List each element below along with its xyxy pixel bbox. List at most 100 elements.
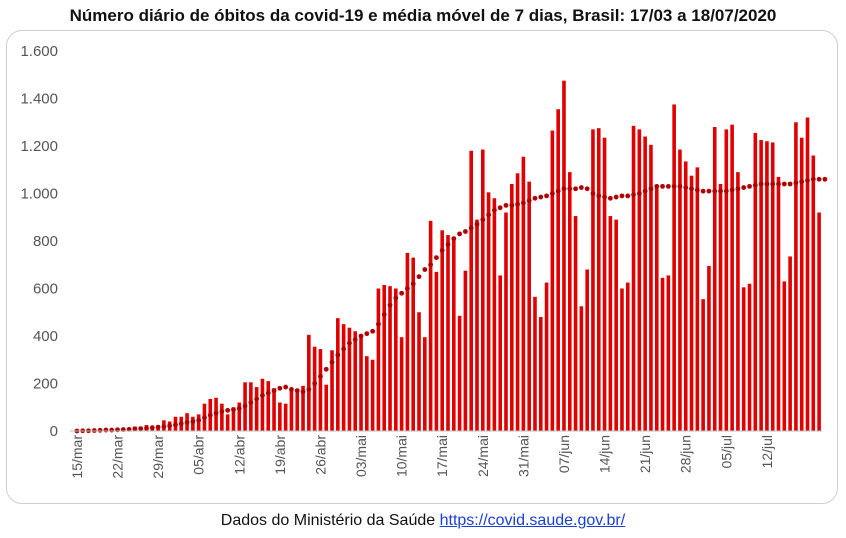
moving-average-point	[607, 195, 613, 201]
bar	[712, 127, 717, 431]
moving-average-point	[109, 427, 115, 433]
moving-average-point	[329, 359, 335, 365]
source-text: Dados do Ministério da Saúde	[220, 512, 436, 529]
bar	[504, 212, 508, 431]
moving-average-point	[683, 185, 689, 190]
moving-average-point	[410, 281, 416, 287]
moving-average-point	[167, 423, 173, 429]
bar	[649, 144, 653, 431]
moving-average-point	[567, 186, 573, 192]
bar	[365, 356, 369, 431]
moving-average-point	[822, 176, 828, 182]
bar	[376, 288, 381, 431]
bar	[602, 137, 607, 431]
bar	[237, 402, 242, 431]
bar	[411, 257, 416, 432]
moving-average-point	[584, 186, 590, 192]
x-tick-label: 21/jun	[637, 435, 653, 473]
moving-average-point	[758, 181, 764, 187]
bar	[544, 282, 549, 431]
moving-average-point	[271, 388, 277, 394]
y-axis: 0 200 400 600 800 1.000 1.200 1.400 1.600	[20, 43, 58, 440]
moving-average-point	[300, 389, 306, 395]
bar	[573, 216, 578, 431]
y-tick-label: 600	[33, 281, 58, 298]
moving-average-point	[306, 387, 312, 392]
moving-average-point	[752, 182, 758, 188]
moving-average-point	[254, 396, 260, 402]
bar	[666, 275, 671, 431]
bar	[765, 141, 769, 431]
moving-average-point	[596, 193, 602, 199]
bar	[538, 317, 543, 431]
moving-average-point	[260, 392, 265, 398]
moving-average-point	[132, 426, 138, 432]
bar	[341, 324, 346, 432]
moving-average-point	[816, 176, 822, 182]
moving-average-point	[613, 194, 619, 200]
bar	[452, 237, 456, 431]
moving-average-point	[242, 403, 248, 409]
bar	[515, 173, 520, 431]
bar	[423, 337, 427, 431]
moving-average-point	[578, 185, 584, 190]
moving-average-point	[468, 225, 474, 231]
bar	[388, 286, 392, 432]
moving-average-point	[202, 415, 207, 421]
moving-average-point	[764, 181, 770, 187]
moving-average-point	[486, 212, 491, 218]
moving-average-point	[474, 221, 480, 227]
bar	[770, 142, 775, 431]
bar	[399, 337, 404, 431]
bar	[776, 176, 781, 431]
y-tick-label: 1.200	[20, 138, 58, 155]
moving-average-point	[283, 384, 289, 390]
bar	[249, 382, 253, 431]
bar	[805, 117, 810, 431]
moving-average-point	[549, 191, 555, 196]
moving-average-point	[178, 421, 184, 427]
source-link[interactable]: https://covid.saude.gov.br/	[439, 512, 626, 529]
bar	[759, 140, 763, 431]
y-tick-label: 0	[50, 423, 58, 440]
moving-average-point	[532, 195, 538, 201]
x-tick-label: 12/jul	[759, 435, 775, 468]
bar	[567, 172, 572, 432]
moving-average-point	[463, 229, 468, 234]
bar	[336, 318, 340, 431]
moving-average-point	[799, 179, 805, 185]
moving-average-point	[352, 337, 358, 342]
bar	[683, 161, 688, 431]
bar	[579, 306, 584, 431]
moving-average-point	[405, 286, 410, 291]
bar	[707, 265, 711, 431]
moving-average-point	[358, 333, 364, 339]
moving-average-point	[631, 192, 636, 198]
bar	[596, 128, 601, 431]
bar	[724, 129, 729, 432]
moving-average-point	[97, 427, 103, 433]
moving-average-point	[144, 425, 149, 431]
bar	[492, 198, 497, 431]
moving-average-point	[497, 205, 503, 211]
bar-series	[86, 80, 821, 432]
moving-average-point	[277, 385, 283, 391]
bar	[533, 296, 537, 431]
moving-average-point	[323, 366, 329, 372]
x-tick-label: 19/abr	[272, 435, 288, 475]
moving-average-point	[718, 188, 723, 194]
bar	[521, 156, 526, 431]
bar	[678, 149, 682, 431]
moving-average-point	[526, 198, 532, 204]
moving-average-point	[457, 231, 462, 237]
moving-average-point	[399, 290, 405, 296]
moving-average-point	[387, 302, 393, 308]
bar	[695, 167, 700, 432]
bar	[486, 192, 491, 431]
bar	[718, 184, 723, 431]
bar	[434, 271, 439, 432]
x-tick-label: 26/abr	[312, 435, 328, 475]
bar	[254, 387, 259, 431]
bar	[527, 181, 531, 432]
chart-frame	[6, 30, 838, 504]
